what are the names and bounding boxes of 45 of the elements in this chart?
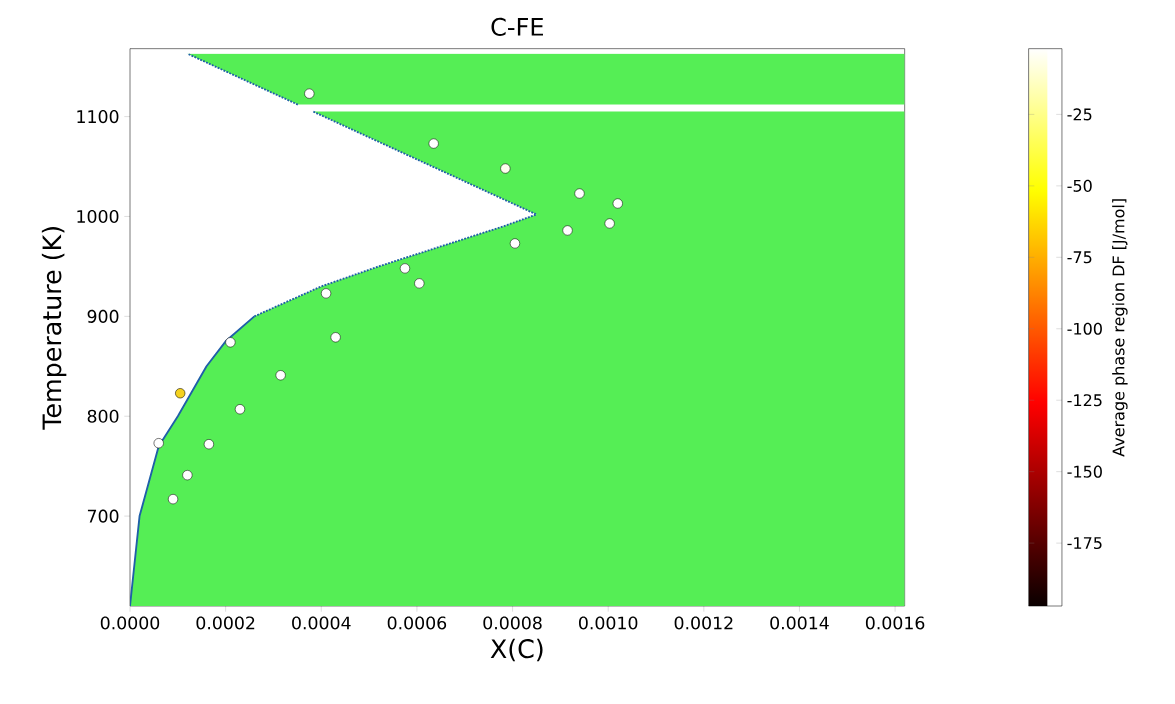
y-tick-label: 800 xyxy=(87,409,119,423)
point xyxy=(304,88,315,99)
point xyxy=(234,404,246,415)
y-tick-label: 700 xyxy=(87,509,119,523)
x-tick-label: 0.0004 xyxy=(292,616,351,630)
color-bar-label: -25 xyxy=(1067,108,1092,121)
y-axis-title: Temperature (K) xyxy=(41,227,67,430)
point xyxy=(428,138,439,149)
point xyxy=(275,370,286,381)
x-tick-label: 0.0006 xyxy=(387,616,447,630)
point xyxy=(225,337,236,348)
point xyxy=(167,494,179,505)
x-tick-label: 0.0016 xyxy=(865,616,925,630)
point xyxy=(203,439,214,450)
color-bar-label: -175 xyxy=(1067,537,1102,550)
point xyxy=(562,225,573,236)
point xyxy=(320,288,332,299)
y-tick-label: 1000 xyxy=(77,209,119,224)
x-tick-label: 0.0000 xyxy=(100,616,160,630)
point xyxy=(574,188,585,199)
x-tick-label: 0.0014 xyxy=(770,616,829,630)
color-bar-label: -50 xyxy=(1067,179,1092,192)
point xyxy=(604,218,615,229)
point xyxy=(509,238,521,249)
x-tick-label: 0.0012 xyxy=(674,616,733,630)
color-bar-label: -125 xyxy=(1067,394,1102,407)
point xyxy=(414,278,425,289)
color-bar-label: -75 xyxy=(1067,251,1092,264)
color-bar-title: Average phase region DF [J/mol] xyxy=(1112,199,1128,457)
x-tick-label: 0.0010 xyxy=(579,616,638,630)
point xyxy=(153,438,164,449)
color-bar-label: -150 xyxy=(1067,465,1102,478)
color-bar-label: -100 xyxy=(1067,322,1102,335)
x-tick-label: 0.0002 xyxy=(196,616,255,630)
point xyxy=(330,332,341,343)
point xyxy=(500,163,511,174)
y-tick-label: 1100 xyxy=(77,110,119,124)
x-tick-label: 0.0008 xyxy=(483,616,542,630)
point xyxy=(175,388,186,399)
chart-title: C-FE xyxy=(491,17,543,36)
x-axis-title: X(C) xyxy=(490,638,543,662)
point xyxy=(182,470,193,481)
point xyxy=(612,198,623,209)
y-tick-label: 900 xyxy=(87,309,119,323)
point xyxy=(399,263,411,274)
